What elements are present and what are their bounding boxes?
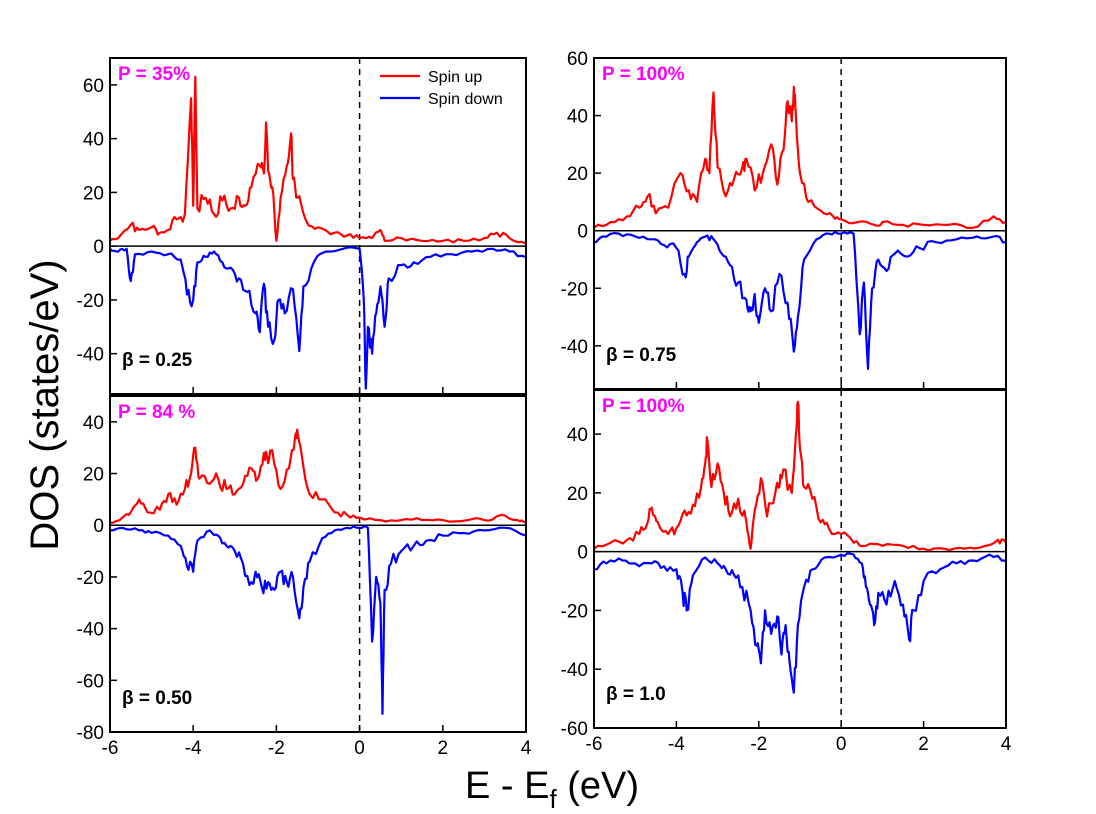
- y-tick-label: -20: [77, 568, 104, 589]
- x-tick-label: 4: [521, 738, 532, 759]
- x-tick-label: -4: [668, 734, 685, 755]
- x-axis-label: E - Ef (eV): [465, 765, 639, 814]
- x-tick-label: -2: [750, 734, 767, 755]
- y-tick-label: -80: [77, 723, 104, 744]
- polarization-label: P = 100%: [602, 396, 685, 417]
- series-group: [594, 400, 1006, 694]
- polarization-label: P = 35%: [118, 64, 190, 85]
- plot-frame: [109, 395, 527, 733]
- beta-label: β = 0.75: [606, 345, 677, 366]
- y-tick-label: 20: [83, 183, 104, 204]
- y-tick-label: -40: [77, 345, 104, 366]
- y-tick-label: -20: [77, 291, 104, 312]
- y-tick-label: -20: [561, 601, 588, 622]
- panel-top-left: -40 -20 0 20 40 60 P = 35% β = 0.25 Spin up Spin …: [77, 57, 527, 395]
- plot-frame: [593, 389, 1007, 729]
- polarization-label: P = 84 %: [118, 402, 195, 423]
- series-line-spin-down: [594, 230, 1006, 370]
- y-tick-label: -60: [561, 719, 588, 740]
- y-tick-label: 40: [83, 130, 104, 151]
- series-line-spin-up: [110, 75, 526, 245]
- series-group: [594, 85, 1006, 370]
- legend-label-spin-up: Spin up: [428, 69, 482, 86]
- y-tick-label: -40: [77, 620, 104, 641]
- beta-label: β = 0.50: [122, 688, 192, 709]
- beta-label: β = 1.0: [606, 684, 666, 705]
- y-tick-label: -40: [561, 337, 588, 358]
- polarization-label: P = 100%: [602, 64, 685, 85]
- x-tick-label: 2: [438, 738, 449, 759]
- beta-label: β = 0.25: [122, 350, 193, 371]
- y-tick-label: 20: [83, 465, 104, 486]
- y-tick-label: 0: [93, 237, 104, 258]
- plot-frame: [593, 57, 1007, 390]
- plot-frame: [109, 57, 527, 395]
- series-line-spin-up: [594, 400, 1006, 552]
- x-tick-label: 2: [918, 734, 929, 755]
- x-tick-label: 4: [1001, 734, 1012, 755]
- series-line-spin-down: [110, 246, 526, 390]
- x-tick-label: -6: [586, 734, 603, 755]
- y-tick-label: -40: [561, 660, 588, 681]
- x-tick-label: 0: [836, 734, 847, 755]
- y-tick-label: 0: [577, 543, 588, 564]
- series-group: [110, 75, 526, 390]
- x-tick-label: -6: [102, 738, 119, 759]
- series-line-spin-up: [110, 428, 526, 524]
- x-tick-label: -2: [268, 738, 285, 759]
- legend-label-spin-down: Spin down: [428, 91, 503, 108]
- y-tick-label: -60: [77, 671, 104, 692]
- y-tick-label: 60: [567, 49, 588, 70]
- y-tick-label: 20: [567, 164, 588, 185]
- y-tick-label: -20: [561, 279, 588, 300]
- series-line-spin-down: [110, 525, 526, 715]
- y-tick-label: 20: [567, 484, 588, 505]
- y-tick-label: 0: [577, 222, 588, 243]
- series-line-spin-up: [594, 85, 1006, 229]
- y-axis-label: DOS (states/eV): [23, 259, 67, 550]
- y-tick-label: 40: [567, 425, 588, 446]
- panel-top-right: -40 -20 0 20 40 60 P = 100% β = 0.75: [561, 49, 1007, 390]
- series-line-spin-down: [594, 552, 1006, 694]
- series-group: [110, 428, 526, 715]
- x-tick-label: 0: [354, 738, 365, 759]
- y-tick-label: 40: [567, 107, 588, 128]
- y-tick-label: 40: [83, 413, 104, 434]
- y-tick-label: 0: [93, 516, 104, 537]
- x-tick-label: -4: [185, 738, 202, 759]
- y-tick-label: 60: [83, 76, 104, 97]
